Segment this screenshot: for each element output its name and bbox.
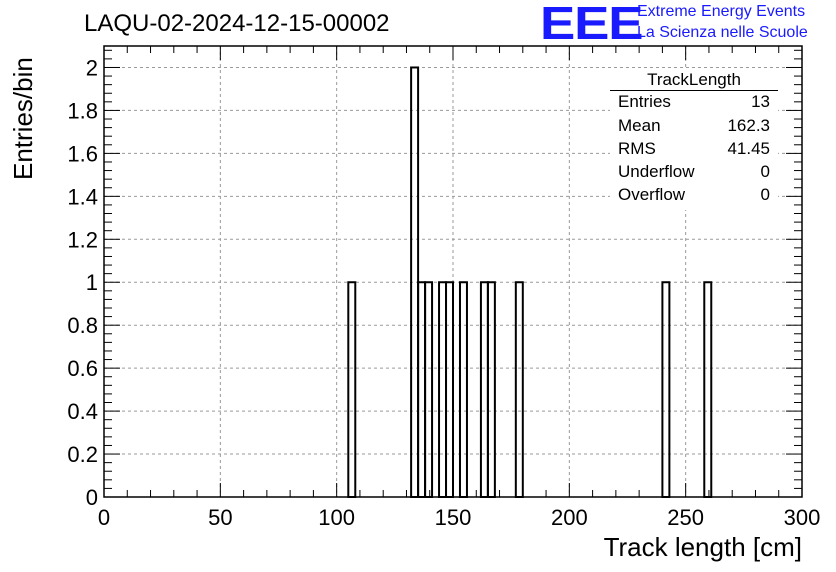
stats-row-overflow: Overflow 0 xyxy=(618,185,770,205)
x-tick-label: 200 xyxy=(551,505,588,530)
x-tick-label: 100 xyxy=(318,505,355,530)
histogram-bin-10 xyxy=(661,281,671,498)
stats-value: 0 xyxy=(760,162,770,181)
y-tick-label: 0 xyxy=(86,485,98,510)
y-tick-label: 1 xyxy=(86,270,98,295)
y-tick-label: 1.4 xyxy=(67,184,98,209)
stats-value: 162.3 xyxy=(727,116,770,135)
chart-title: LAQU-02-2024-12-15-00002 xyxy=(84,10,390,37)
y-tick-label: 2 xyxy=(86,55,98,80)
y-tick-label: 1.6 xyxy=(67,141,98,166)
histogram-bin-4 xyxy=(438,281,448,498)
stats-row-rms: RMS 41.45 xyxy=(618,139,770,159)
histogram-bin-9 xyxy=(514,281,524,498)
x-tick-label: 0 xyxy=(98,505,110,530)
x-axis-label: Track length [cm] xyxy=(603,532,802,562)
stats-label: Entries xyxy=(618,92,671,111)
stats-value: 41.45 xyxy=(727,139,770,158)
x-tick-label: 150 xyxy=(435,505,472,530)
eee-logo: EEE xyxy=(540,0,644,49)
histogram-bin-5 xyxy=(445,281,454,498)
brand-line-1: Extreme Energy Events xyxy=(637,3,806,20)
histogram-bin-0 xyxy=(347,281,357,498)
histogram-bin-3 xyxy=(424,281,434,498)
histogram-bin-2 xyxy=(417,281,427,498)
y-tick-label: 1.8 xyxy=(67,98,98,123)
histogram-bin-7 xyxy=(479,281,489,498)
x-tick-label: 50 xyxy=(208,505,232,530)
stats-label: RMS xyxy=(618,139,656,158)
y-tick-label: 0.6 xyxy=(67,356,98,381)
stats-value: 0 xyxy=(760,185,770,204)
stats-row-underflow: Underflow 0 xyxy=(618,162,770,182)
brand-line-2: La Scienza nelle Scuole xyxy=(637,24,808,41)
stats-box: TrackLength Entries 13 Mean 162.3 RMS 41… xyxy=(610,70,778,210)
stats-row-entries: Entries 13 xyxy=(618,92,770,112)
stats-divider xyxy=(610,90,778,91)
stats-title: TrackLength xyxy=(647,70,741,89)
y-tick-label: 0.2 xyxy=(67,442,98,467)
y-axis-label: Entries/bin xyxy=(8,57,38,180)
y-tick-label: 1.2 xyxy=(67,227,98,252)
stats-label: Overflow xyxy=(618,185,686,204)
histogram-bin-6 xyxy=(458,281,468,498)
x-tick-label: 300 xyxy=(784,505,821,530)
histogram-bin-8 xyxy=(486,281,496,498)
stats-value: 13 xyxy=(751,92,770,111)
y-tick-label: 0.4 xyxy=(67,399,98,424)
histogram-bin-11 xyxy=(703,281,713,498)
stats-label: Underflow xyxy=(618,162,695,181)
stats-label: Mean xyxy=(618,116,661,135)
x-tick-label: 250 xyxy=(667,505,704,530)
stats-row-mean: Mean 162.3 xyxy=(618,116,770,136)
y-tick-label: 0.8 xyxy=(67,313,98,338)
